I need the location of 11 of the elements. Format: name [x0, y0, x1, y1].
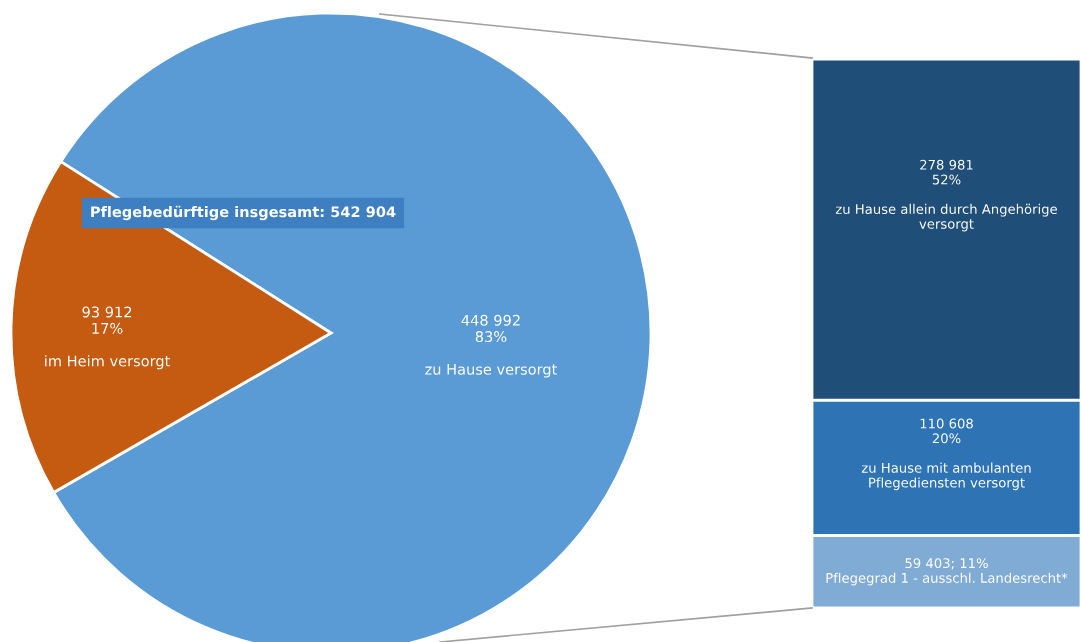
data-label: 278 981 52% [920, 159, 973, 185]
slice-label: zu Hause versorgt [425, 363, 557, 378]
series-label: Pflegegrad 1 - ausschl. Landesrecht* [826, 572, 1068, 586]
slice-label: im Heim versorgt [45, 355, 170, 370]
series-label: zu Hause mit ambulanten Pflegediensten versorgt [861, 462, 1031, 491]
series-label: zu Hause allein durch Angehörige versorgt [835, 203, 1057, 232]
data-label: 110 608 20% [920, 418, 973, 444]
data-label: 59 403; 11% [905, 558, 988, 570]
text: Pflegebedürftige insgesamt: 542 904 [91, 205, 396, 221]
data-label: 93 912 17% [82, 306, 132, 334]
data-label: 448 992 83% [461, 314, 520, 343]
